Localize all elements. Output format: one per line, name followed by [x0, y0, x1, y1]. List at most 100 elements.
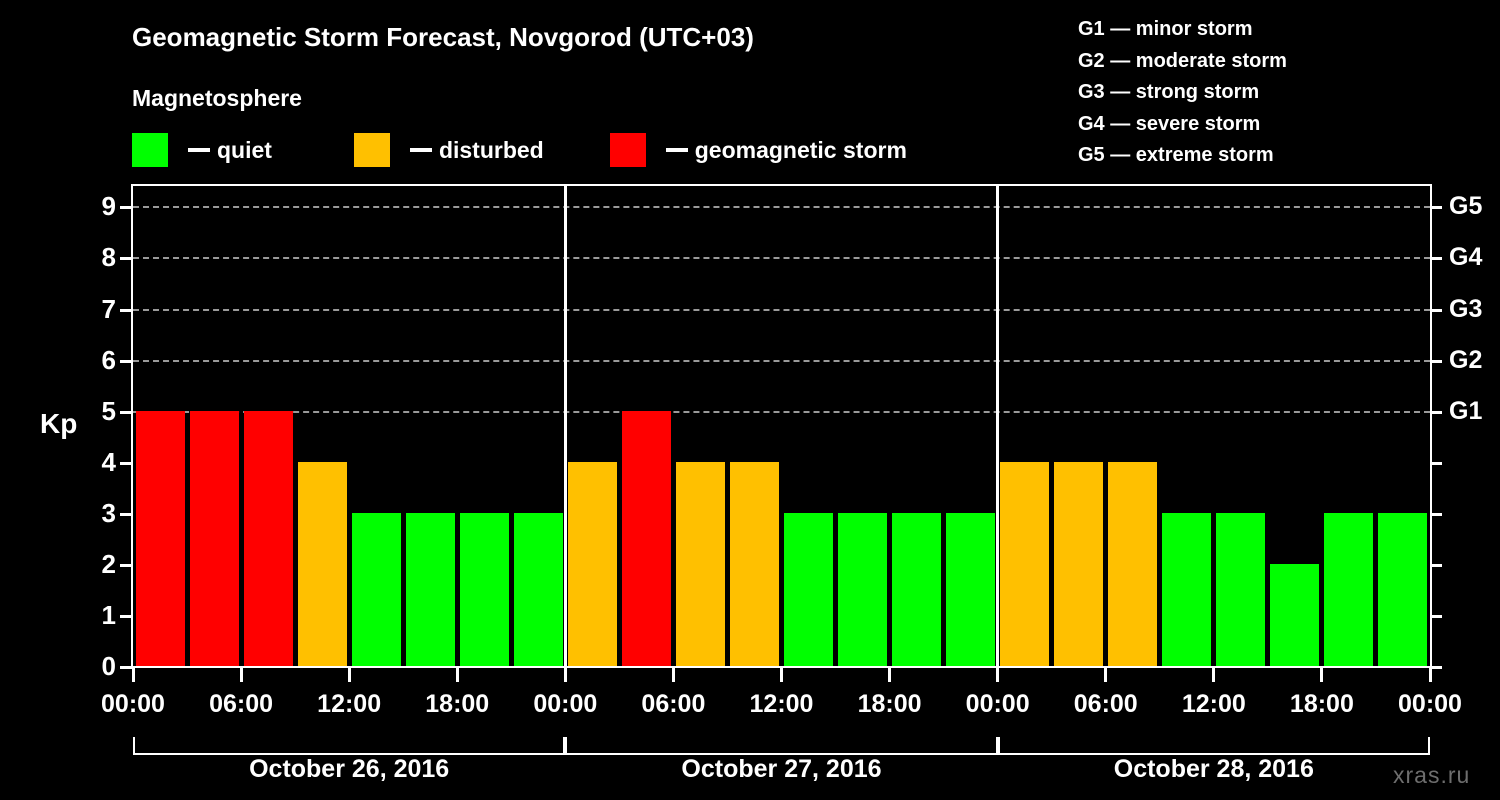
- bar: [459, 512, 509, 666]
- x-axis-tick-label: 12:00: [317, 690, 382, 718]
- bar: [946, 512, 996, 666]
- plot-area: [131, 184, 1432, 668]
- y-axis-tick-mark: [120, 512, 132, 516]
- bar: [567, 461, 617, 666]
- y-axis-tick-mark: [120, 461, 132, 465]
- legend-label-geomagnetic-storm: geomagnetic storm: [694, 136, 907, 163]
- bar: [1270, 563, 1320, 666]
- x-axis-tick-label: 00:00: [1398, 690, 1462, 718]
- day-caption: October 26, 2016: [249, 755, 450, 783]
- g-axis-tick-mark: [1430, 359, 1442, 363]
- g-axis-tick-label: G5: [1449, 192, 1483, 221]
- y-axis-tick-label: 3: [101, 497, 116, 528]
- bar: [513, 512, 563, 666]
- y-axis-tick-mark: [120, 614, 132, 618]
- g-scale-row-g5: G5 — extreme storm: [1078, 144, 1274, 166]
- gridline-kp-6: [133, 359, 1430, 362]
- g-axis-tick-label: G1: [1449, 396, 1483, 425]
- legend-dash-icon: [188, 148, 210, 152]
- x-axis-tick-mark: [347, 666, 351, 682]
- x-axis-tick-label: 18:00: [425, 690, 490, 718]
- bar: [1324, 512, 1374, 666]
- g-axis-minor-tick-mark: [1430, 666, 1442, 669]
- page-title: Geomagnetic Storm Forecast, Novgorod (UT…: [132, 22, 754, 52]
- y-axis-tick-label: 7: [101, 293, 116, 324]
- day-caption: October 28, 2016: [1113, 755, 1314, 783]
- y-axis-tick-mark: [120, 308, 132, 312]
- g-axis-tick-mark: [1430, 257, 1442, 261]
- day-bracket: [133, 737, 566, 755]
- bar: [892, 512, 942, 666]
- y-axis-tick-label: 4: [101, 446, 116, 477]
- g-axis-minor-tick-mark: [1430, 512, 1442, 516]
- orange-swatch-icon: [353, 133, 390, 167]
- bar: [675, 461, 725, 666]
- x-axis-tick-label: 06:00: [1073, 690, 1138, 718]
- x-axis-tick-label: 00:00: [101, 690, 165, 718]
- magnetosphere-section-label: Magnetosphere: [132, 85, 302, 111]
- day-separator: [563, 186, 567, 666]
- legend-dash-icon: [665, 148, 688, 152]
- y-axis-tick-label: 1: [101, 599, 116, 630]
- y-axis-tick-mark: [120, 410, 132, 414]
- legend-label-disturbed: disturbed: [438, 136, 544, 163]
- watermark: xras.ru: [1393, 762, 1471, 788]
- bar: [1216, 512, 1266, 666]
- x-axis-tick-mark: [780, 666, 783, 682]
- magnetosphere-legend: quiet disturbed geomagnetic storm: [132, 132, 907, 168]
- y-axis-tick-label: 5: [101, 395, 116, 426]
- g-scale-legend: G1 — minor storm G2 — moderate storm G3 …: [1078, 14, 1287, 172]
- x-axis-tick-mark: [996, 666, 1000, 682]
- bar: [189, 410, 239, 666]
- x-axis-tick-mark: [1428, 666, 1432, 682]
- g-scale-row-g1: G1 — minor storm: [1078, 18, 1253, 40]
- bar: [243, 410, 293, 666]
- legend-item-geomagnetic-storm: geomagnetic storm: [609, 133, 907, 167]
- bar: [621, 410, 671, 666]
- bar: [784, 512, 834, 666]
- y-axis-tick-label: 0: [101, 651, 116, 681]
- x-axis-tick-mark: [131, 666, 135, 682]
- x-axis-tick-label: 12:00: [1181, 690, 1246, 718]
- x-axis-tick-label: 18:00: [857, 690, 922, 718]
- g-scale-row-g2: G2 — moderate storm: [1078, 49, 1287, 72]
- bar: [351, 512, 401, 666]
- y-axis-title: Kp: [40, 408, 78, 439]
- bar: [1054, 461, 1104, 666]
- day-bracket: [997, 737, 1430, 755]
- y-axis-tick-mark: [120, 257, 132, 261]
- gridline-kp-5: [133, 410, 1430, 413]
- green-swatch-icon: [132, 133, 168, 167]
- g-axis-tick-label: G2: [1449, 345, 1483, 374]
- g-axis-minor-tick-mark: [1430, 563, 1442, 567]
- y-axis-tick-label: 9: [101, 191, 116, 222]
- g-axis-tick-label: G3: [1449, 294, 1483, 323]
- bar: [1162, 512, 1212, 666]
- x-axis-tick-label: 12:00: [749, 690, 814, 718]
- y-axis-tick-mark: [120, 666, 132, 669]
- red-swatch-icon: [609, 133, 646, 167]
- day-bracket: [565, 737, 998, 755]
- legend-item-disturbed: disturbed: [353, 133, 544, 167]
- g-axis-tick-mark: [1430, 410, 1442, 414]
- legend-label-quiet: quiet: [217, 136, 272, 163]
- y-axis-tick-mark: [120, 206, 132, 210]
- bar: [1378, 512, 1428, 666]
- bars-layer: [133, 186, 1430, 666]
- y-axis-tick-label: 8: [101, 242, 116, 273]
- bar: [1108, 461, 1158, 666]
- gridline-kp-7: [133, 308, 1430, 311]
- x-axis-tick-mark: [239, 666, 243, 682]
- x-axis-tick-mark: [563, 666, 567, 682]
- x-axis-tick-mark: [1212, 666, 1216, 682]
- bar: [838, 512, 888, 666]
- g-axis-minor-tick-mark: [1430, 461, 1442, 465]
- gridline-kp-8: [133, 257, 1430, 260]
- legend-item-quiet: quiet: [132, 133, 272, 167]
- day-separator: [996, 186, 1000, 666]
- x-axis-tick-mark: [1104, 666, 1108, 682]
- bar: [1000, 461, 1050, 666]
- x-axis-tick-label: 06:00: [209, 690, 274, 718]
- plot-inner: [133, 186, 1430, 666]
- y-axis-tick-label: 2: [101, 548, 116, 579]
